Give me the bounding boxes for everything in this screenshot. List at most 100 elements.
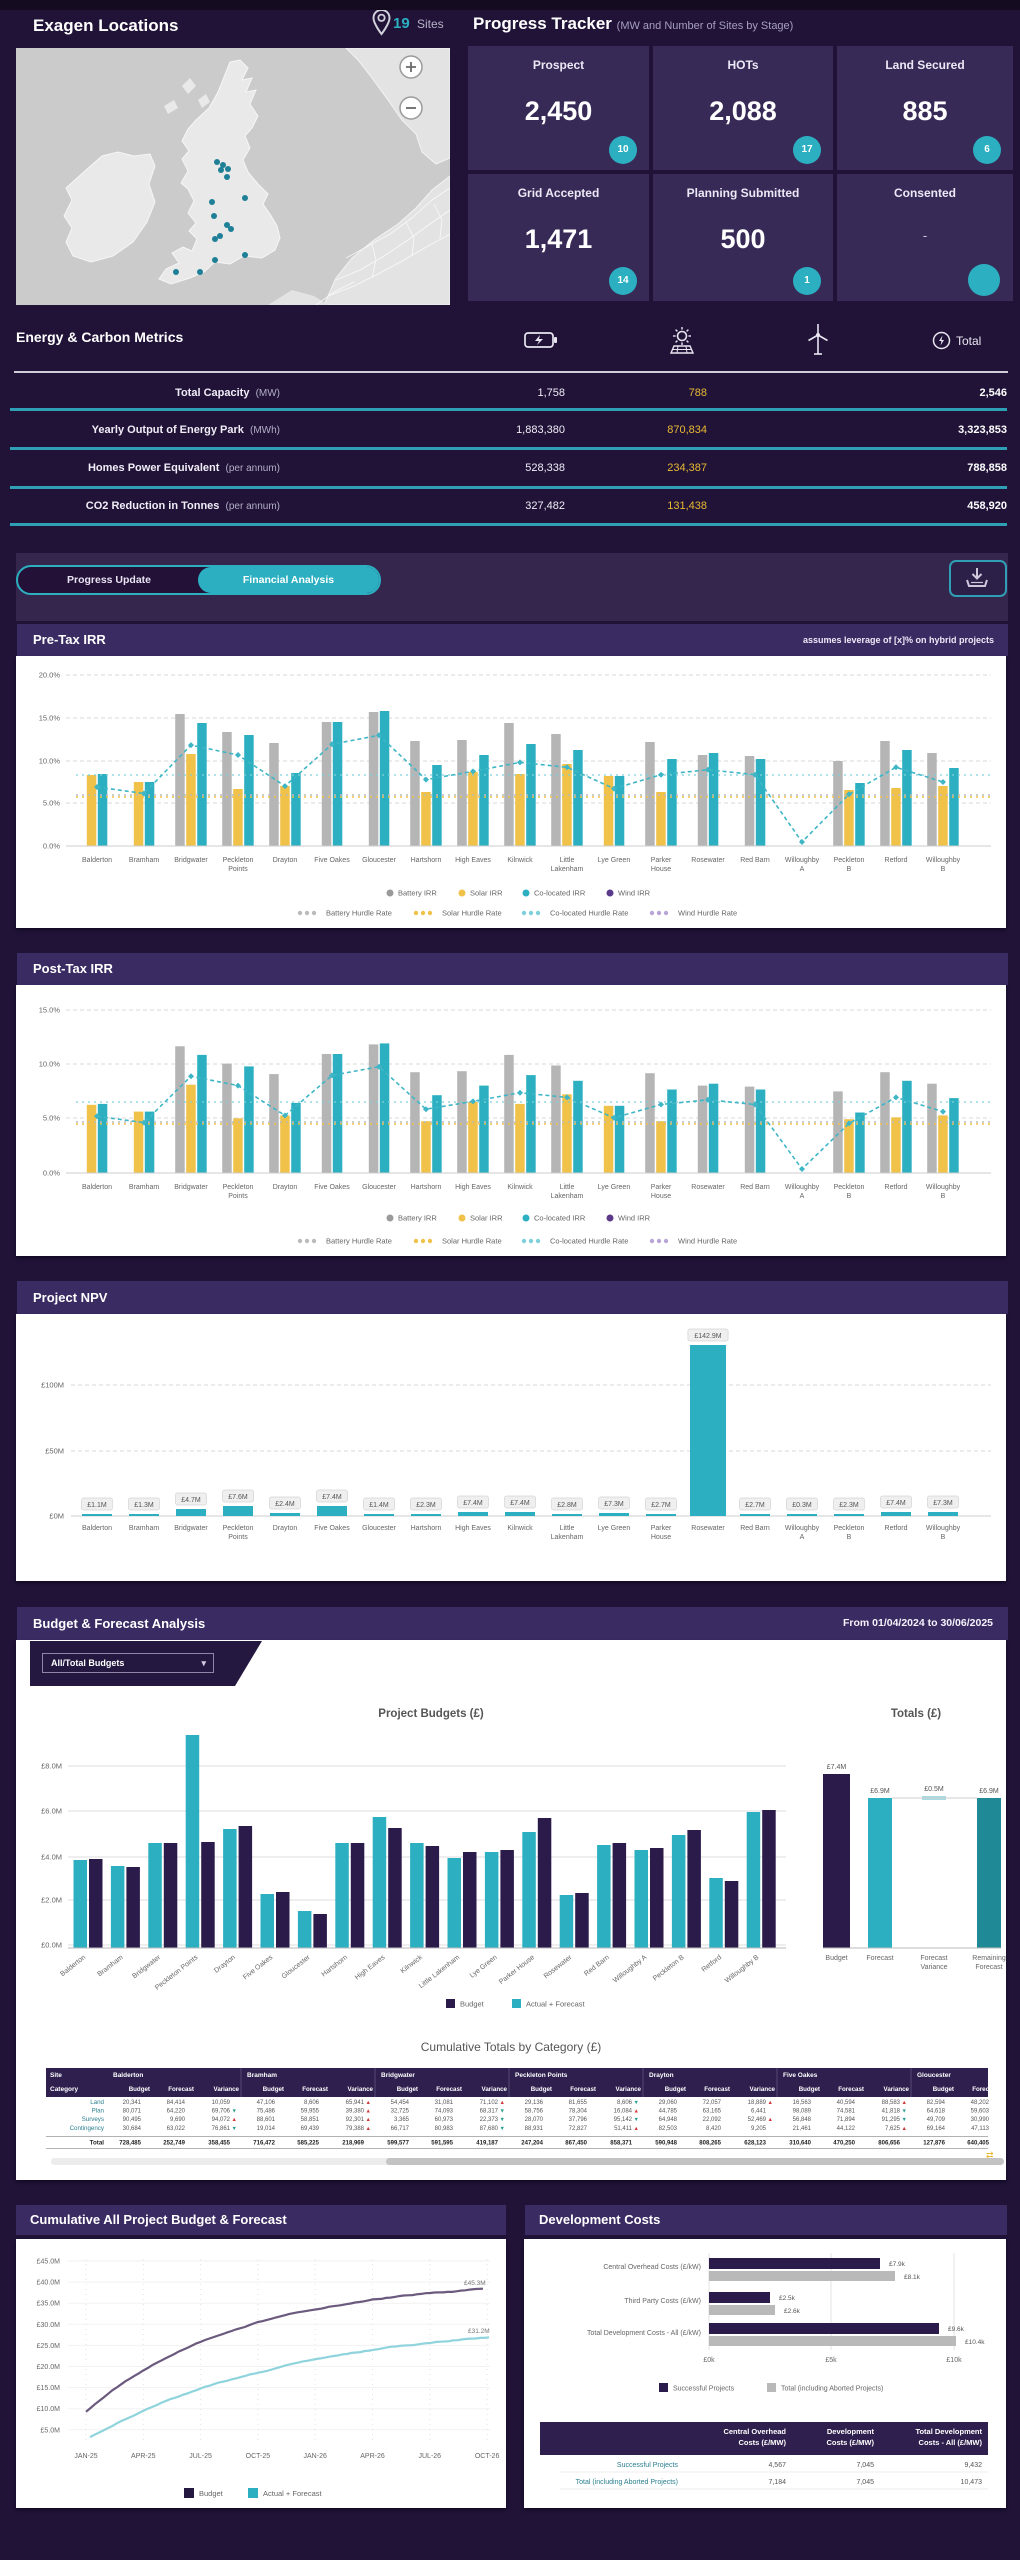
svg-text:358,455: 358,455 — [208, 2140, 230, 2146]
svg-text:Co-located Hurdle Rate: Co-located Hurdle Rate — [550, 909, 628, 918]
svg-text:£0.3M: £0.3M — [792, 1502, 812, 1509]
svg-text:80,071: 80,071 — [123, 2109, 142, 2115]
svg-text:Lye Green: Lye Green — [598, 1184, 631, 1191]
svg-text:Red Barn: Red Barn — [740, 1184, 770, 1191]
svg-text:Willoughby: Willoughby — [785, 1184, 820, 1191]
svg-text:£7.9k: £7.9k — [889, 2261, 906, 2268]
svg-text:640,405: 640,405 — [967, 2140, 989, 2146]
svg-text:9,690: 9,690 — [170, 2117, 186, 2123]
svg-text:High Eaves: High Eaves — [455, 857, 491, 864]
svg-text:Bridgwater: Bridgwater — [174, 857, 208, 864]
svg-text:867,450: 867,450 — [565, 2140, 587, 2146]
svg-text:Category: Category — [50, 2086, 79, 2093]
svg-text:858,371: 858,371 — [610, 2140, 632, 2146]
svg-text:90,495: 90,495 — [123, 2117, 142, 2123]
svg-text:Bridgwater: Bridgwater — [174, 1525, 208, 1532]
svg-text:Peckleton: Peckleton — [223, 857, 254, 864]
svg-text:£15.0M: £15.0M — [37, 2385, 61, 2392]
svg-text:Forecast: Forecast — [302, 2086, 328, 2093]
svg-text:68,317: 68,317 — [480, 2109, 499, 2115]
svg-text:58,851: 58,851 — [301, 2117, 320, 2123]
svg-text:41,818: 41,818 — [882, 2109, 901, 2115]
svg-text:£35.0M: £35.0M — [37, 2301, 61, 2308]
svg-text:247,204: 247,204 — [521, 2140, 543, 2146]
svg-text:£2.4M: £2.4M — [275, 1501, 295, 1508]
svg-text:Points: Points — [228, 1193, 248, 1200]
svg-text:B: B — [847, 1193, 852, 1200]
svg-text:▲: ▲ — [232, 2117, 237, 2123]
svg-text:Wind Hurdle Rate: Wind Hurdle Rate — [678, 1237, 737, 1246]
svg-text:Forecast: Forecast — [838, 2086, 864, 2093]
svg-text:69,706: 69,706 — [212, 2109, 231, 2115]
svg-text:Budget: Budget — [263, 2086, 284, 2093]
svg-text:JUL-25: JUL-25 — [189, 2453, 212, 2460]
svg-text:Bridgwater: Bridgwater — [174, 1184, 208, 1191]
svg-text:Parker House: Parker House — [498, 1954, 536, 1986]
svg-text:806,656: 806,656 — [878, 2140, 900, 2146]
svg-text:£4.0M: £4.0M — [41, 1853, 62, 1862]
svg-text:82,503: 82,503 — [659, 2126, 678, 2132]
svg-text:Red Barn: Red Barn — [583, 1954, 611, 1978]
svg-text:Remaining: Remaining — [972, 1955, 1006, 1962]
svg-text:£9.6k: £9.6k — [948, 2326, 965, 2333]
svg-text:£2.7M: £2.7M — [651, 1502, 671, 1509]
svg-text:£2.3M: £2.3M — [416, 1502, 436, 1509]
svg-text:Solar IRR: Solar IRR — [470, 889, 503, 898]
svg-text:▼: ▼ — [500, 2126, 505, 2132]
svg-text:Battery Hurdle Rate: Battery Hurdle Rate — [326, 909, 392, 918]
svg-text:8,606: 8,606 — [617, 2100, 633, 2106]
svg-text:▲: ▲ — [366, 2109, 371, 2115]
svg-text:Costs (£/MW): Costs (£/MW) — [739, 2438, 787, 2447]
svg-text:£50M: £50M — [45, 1447, 64, 1456]
svg-text:310,640: 310,640 — [789, 2140, 811, 2146]
svg-text:B: B — [941, 866, 946, 873]
svg-text:Little Lakenham: Little Lakenham — [418, 1954, 461, 1990]
svg-text:18,889: 18,889 — [748, 2100, 767, 2106]
svg-text:Total Development Costs - All: Total Development Costs - All (£/kW) — [587, 2330, 701, 2337]
svg-text:Co-located Hurdle Rate: Co-located Hurdle Rate — [550, 1237, 628, 1246]
svg-text:Actual + Forecast: Actual + Forecast — [526, 2000, 585, 2009]
svg-text:16,563: 16,563 — [793, 2100, 812, 2106]
svg-text:Forecast: Forecast — [920, 1955, 947, 1962]
svg-text:Plan: Plan — [92, 2108, 105, 2115]
svg-text:65,941: 65,941 — [346, 2100, 365, 2106]
svg-text:Five Oakes: Five Oakes — [314, 857, 350, 864]
svg-text:£0M: £0M — [49, 1512, 64, 1521]
svg-text:Wind Hurdle Rate: Wind Hurdle Rate — [678, 909, 737, 918]
svg-text:Rosewater: Rosewater — [691, 1184, 725, 1191]
svg-text:OCT-25: OCT-25 — [246, 2453, 271, 2460]
svg-text:Peckleton: Peckleton — [834, 1184, 865, 1191]
svg-text:591,595: 591,595 — [431, 2140, 453, 2146]
svg-text:£5.0M: £5.0M — [41, 2427, 61, 2434]
svg-text:47,106: 47,106 — [257, 2100, 276, 2106]
svg-text:69,164: 69,164 — [927, 2126, 946, 2132]
svg-text:88,583: 88,583 — [882, 2100, 901, 2106]
svg-text:59,603: 59,603 — [971, 2109, 990, 2115]
svg-text:▲: ▲ — [768, 2117, 773, 2123]
svg-text:30,990: 30,990 — [971, 2117, 990, 2123]
svg-text:Little: Little — [560, 1184, 575, 1191]
svg-text:71,894: 71,894 — [837, 2117, 856, 2123]
svg-text:Willoughby: Willoughby — [785, 1525, 820, 1532]
svg-text:Lakenham: Lakenham — [551, 866, 584, 873]
svg-text:Drayton: Drayton — [213, 1954, 237, 1975]
svg-text:628,123: 628,123 — [744, 2140, 766, 2146]
svg-text:Budget: Budget — [531, 2086, 552, 2093]
svg-text:▲: ▲ — [768, 2100, 773, 2106]
svg-text:Wind IRR: Wind IRR — [618, 889, 651, 898]
svg-text:▼: ▼ — [902, 2117, 907, 2123]
svg-text:House: House — [651, 866, 671, 873]
svg-text:Forecast: Forecast — [866, 1955, 893, 1962]
svg-text:Third Party Costs (£/kW): Third Party Costs (£/kW) — [624, 2298, 701, 2305]
svg-text:40,594: 40,594 — [837, 2100, 856, 2106]
svg-text:48,202: 48,202 — [971, 2100, 990, 2106]
svg-text:Peckleton B: Peckleton B — [652, 1954, 686, 1983]
svg-text:House: House — [651, 1193, 671, 1200]
svg-text:Bramham: Bramham — [129, 857, 160, 864]
svg-text:Hartshorn: Hartshorn — [321, 1954, 350, 1979]
svg-text:Willoughby: Willoughby — [926, 1184, 961, 1191]
svg-text:£1.3M: £1.3M — [134, 1502, 154, 1509]
svg-text:£45.3M: £45.3M — [464, 2280, 486, 2287]
svg-text:81,655: 81,655 — [569, 2100, 588, 2106]
svg-text:Forecast: Forecast — [704, 2086, 730, 2093]
